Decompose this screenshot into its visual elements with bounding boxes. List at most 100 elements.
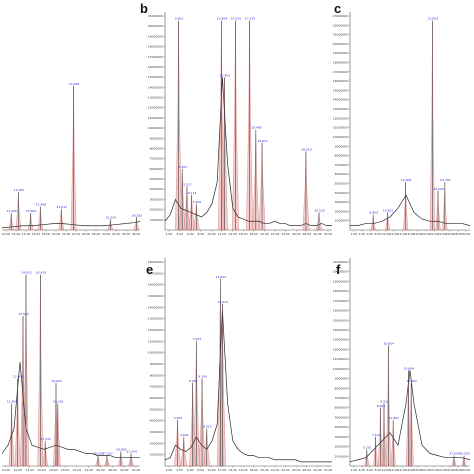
peak-label: 6.802	[369, 211, 378, 215]
y-tick-label: 11000000	[148, 339, 163, 343]
x-tick-label: 26.00	[292, 232, 301, 236]
y-tick-label: 18000000	[333, 289, 348, 293]
x-tick-label: 10.00	[207, 232, 216, 236]
x-tick-label: 32.00	[112, 232, 121, 236]
y-tick-label: 20000000	[148, 24, 163, 28]
y-tick-label: 19000000	[148, 34, 163, 38]
x-tick-label: 32.00	[324, 468, 333, 472]
y-tick-label: 15000000	[148, 75, 163, 79]
y-tick-label: 4000000	[335, 191, 348, 195]
peak-label: 31.224	[106, 215, 117, 219]
y-tick-label: 7000000	[335, 163, 348, 167]
y-tick-label: 2000000	[150, 441, 163, 445]
x-tick-label: 26.00	[292, 468, 301, 472]
y-tick-label: 9000000	[335, 144, 348, 148]
x-tick-label: 10.00	[382, 468, 391, 472]
peak-label: 29.802	[116, 447, 127, 451]
peak-label: 5.217	[183, 182, 192, 186]
peak-label: 23.005	[433, 187, 444, 191]
x-tick-label: 28.00	[108, 468, 117, 472]
x-tick-label: 18.00	[414, 232, 423, 236]
y-tick-label: 14000000	[333, 98, 348, 102]
y-tick-label: 9000000	[150, 362, 163, 366]
x-tick-label: 16.00	[239, 468, 248, 472]
x-tick-label: 28.00	[92, 232, 101, 236]
x-tick-label: 26.00	[446, 468, 455, 472]
x-tick-label: 12.00	[390, 232, 399, 236]
x-tick-label: 24.00	[438, 232, 447, 236]
x-tick-label: 16.00	[239, 232, 248, 236]
x-tick-label: 32.00	[324, 232, 333, 236]
x-tick-label: 28.00	[454, 468, 463, 472]
panel-letter: e	[146, 262, 153, 277]
y-tick-label: 13000000	[333, 338, 348, 342]
x-tick-label: 18.00	[250, 232, 259, 236]
peak-label: 7.003	[193, 337, 202, 341]
peak-label: 28.019	[301, 148, 312, 152]
y-tick-label: 12000000	[333, 347, 348, 351]
y-tick-label: 10000000	[333, 367, 348, 371]
x-tick-label: 20.00	[260, 468, 269, 472]
y-tick-label: 18000000	[148, 260, 163, 264]
x-tick-label: 2.00	[166, 468, 173, 472]
y-tick-label: 6000000	[335, 172, 348, 176]
y-tick-label: 13000000	[148, 96, 163, 100]
x-tick-label: 30.00	[102, 232, 111, 236]
chromatogram-trace	[1, 361, 140, 459]
peak-label: 17.408	[36, 203, 47, 207]
peak-label: 7.402	[372, 433, 381, 437]
peak-label: 17.215	[40, 437, 51, 441]
peak-label: 14.012	[21, 271, 32, 275]
chart-panel-c: c 2.00 4.00 6.00 8.00 10.00 12.00 14.00 16.00 18.…	[333, 1, 471, 236]
chromatogram-trace	[164, 77, 332, 226]
x-tick-label: 22.00	[62, 232, 71, 236]
peak-label: 21.602	[428, 17, 439, 21]
x-tick-label: 8.00	[375, 468, 382, 472]
peak-label: 15.600	[26, 209, 37, 213]
y-tick-label: 4000000	[335, 425, 348, 429]
x-tick-label: 28.00	[303, 468, 312, 472]
peak-label: 24.702	[440, 178, 451, 182]
x-tick-label: 22.00	[430, 232, 439, 236]
panel-letter: f	[336, 262, 341, 277]
y-tick-label: 9000000	[150, 136, 163, 140]
y-tick-label: 12000000	[333, 116, 348, 120]
peak-label: 11.604	[7, 400, 18, 404]
x-tick-label: 14.00	[22, 232, 31, 236]
y-tick-label: 1000000	[335, 219, 348, 223]
y-tick-label: 7000000	[150, 385, 163, 389]
peak-label: 14.515	[231, 17, 242, 21]
x-tick-label: 30.00	[313, 468, 322, 472]
y-tick-label: 2000000	[335, 445, 348, 449]
peak-label: 6.114	[188, 191, 197, 195]
y-tick-label: 20000000	[333, 270, 348, 274]
y-tick-label: 13000000	[333, 107, 348, 111]
x-tick-label: 18.00	[414, 468, 423, 472]
x-tick-label: 8.00	[197, 468, 204, 472]
y-tick-label: 8000000	[335, 154, 348, 158]
x-tick-label: 14.00	[25, 468, 34, 472]
y-tick-label: 10000000	[148, 351, 163, 355]
y-tick-label: 6000000	[150, 396, 163, 400]
peak-label: 13.503	[18, 312, 29, 316]
x-tick-label: 4.00	[176, 468, 183, 472]
x-tick-label: 20.00	[260, 232, 269, 236]
x-tick-label: 6.00	[367, 468, 374, 472]
x-tick-label: 24.00	[281, 232, 290, 236]
y-tick-label: 8000000	[150, 146, 163, 150]
y-tick-label: 19000000	[333, 51, 348, 55]
x-tick-label: 30.00	[313, 232, 322, 236]
x-tick-label: 16.00	[32, 232, 41, 236]
y-tick-label: 23000000	[333, 14, 348, 18]
peak-label: 12.605	[13, 375, 24, 379]
x-tick-label: 8.00	[197, 232, 204, 236]
x-tick-label: 12.00	[12, 232, 21, 236]
peak-label: 9.503	[380, 400, 389, 404]
y-tick-label: 13000000	[148, 317, 163, 321]
y-tick-label: 16000000	[148, 283, 163, 287]
y-tick-label: 21000000	[333, 260, 348, 264]
chromatogram-trace	[349, 370, 471, 463]
y-tick-label: 20000000	[333, 42, 348, 46]
y-tick-label: 21000000	[333, 33, 348, 37]
